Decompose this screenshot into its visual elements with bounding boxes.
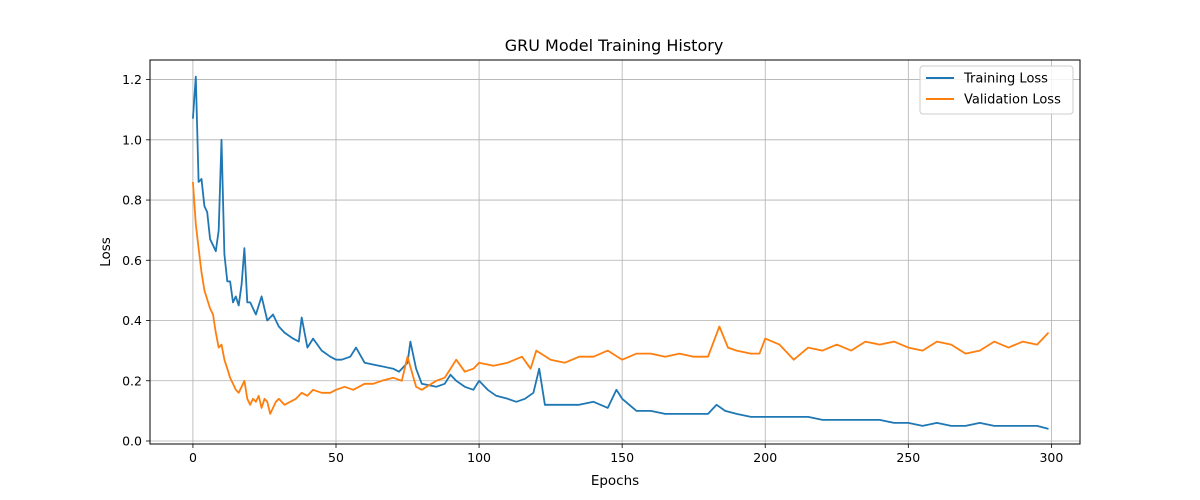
legend-training-loss-label: Training Loss [963, 72, 1048, 87]
y-tick-label: 0.4 [122, 313, 142, 328]
legend: Training Loss Validation Loss [919, 65, 1074, 115]
y-tick-label: 0.6 [122, 253, 142, 268]
axes-frame [149, 59, 1081, 445]
chart-title: GRU Model Training History [505, 36, 724, 55]
training-loss-line [192, 75, 1049, 430]
x-tick-label: 150 [610, 450, 634, 465]
x-tick-label: 0 [189, 450, 197, 465]
x-axis-label: Epochs [591, 473, 639, 489]
x-tick-label: 100 [467, 450, 491, 465]
grid [150, 60, 1080, 444]
y-tick-label: 1.0 [122, 132, 142, 147]
y-tick-label: 0.2 [122, 373, 142, 388]
x-tick-label: 50 [328, 450, 344, 465]
axis-ticks: 0 50 100 150 200 250 300 0.0 0.2 0.4 0.6 0.8 1.0 1.2 [122, 72, 1063, 465]
plot-area [192, 75, 1050, 430]
x-tick-label: 200 [753, 450, 777, 465]
validation-loss-line [192, 181, 1050, 415]
y-tick-label: 0.0 [122, 433, 142, 448]
x-tick-label: 250 [896, 450, 920, 465]
y-tick-label: 1.2 [122, 72, 142, 87]
y-tick-label: 0.8 [122, 193, 142, 208]
legend-validation-loss-label: Validation Loss [964, 93, 1061, 108]
legend-box [919, 65, 1074, 115]
y-axis-label: Loss [98, 237, 114, 267]
x-tick-label: 300 [1039, 450, 1063, 465]
